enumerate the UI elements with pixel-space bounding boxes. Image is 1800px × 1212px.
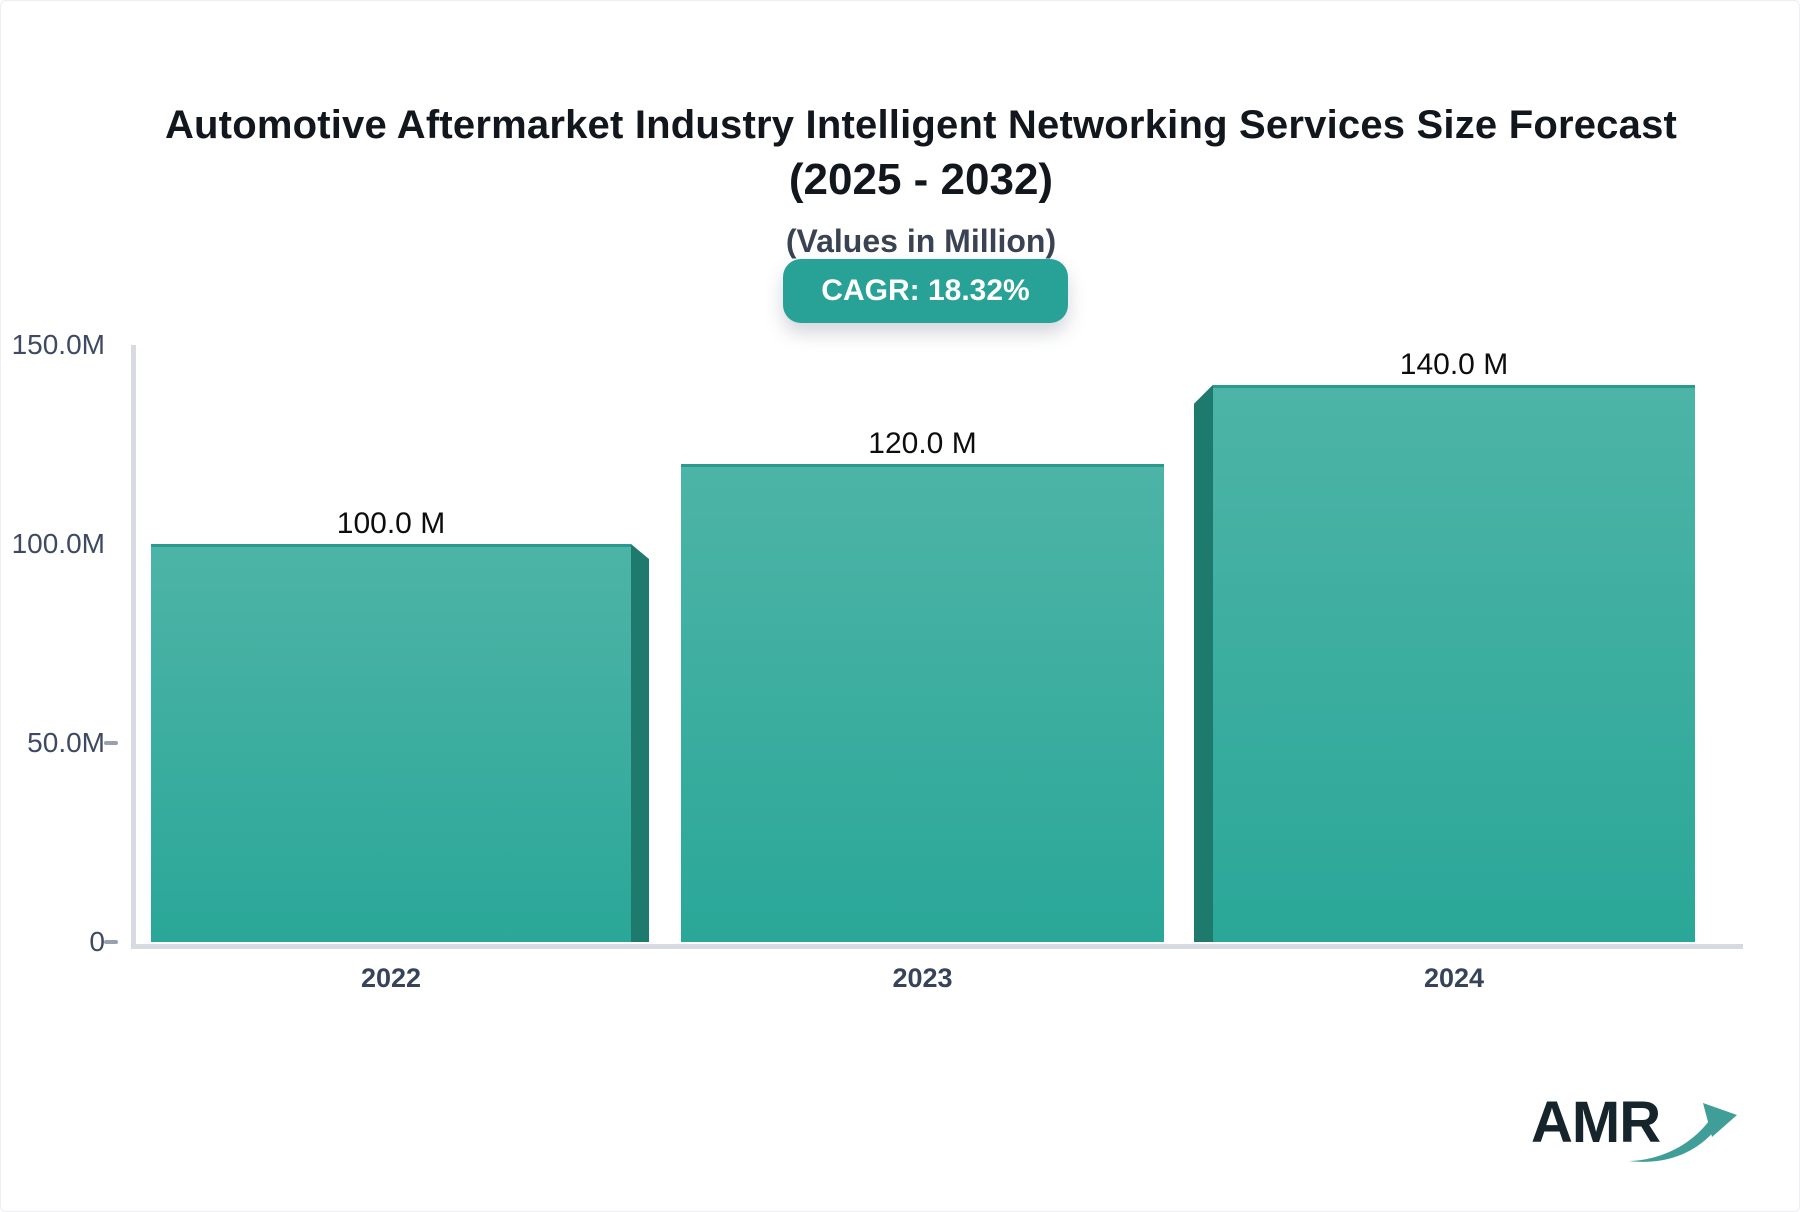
chart-title-line2: (2025 - 2032): [788, 155, 1054, 204]
y-axis-line: [131, 345, 136, 949]
chart-subtitle: (Values in Million): [785, 223, 1057, 259]
y-axis-tick-mark: [104, 741, 118, 745]
bar-2024[interactable]: [1213, 384, 1695, 942]
y-axis-tick-mark: [104, 940, 118, 944]
bar-2023[interactable]: [681, 464, 1164, 942]
amr-logo: AMR: [1531, 1089, 1737, 1179]
amr-logo-text: AMR: [1531, 1090, 1661, 1155]
bar-value-label-2024: 140.0 M: [1399, 347, 1509, 381]
y-axis-tick-label: 50.0M: [27, 727, 105, 758]
bar-side-face-2024: [1194, 384, 1213, 942]
x-axis-label-2022: 2022: [360, 963, 422, 993]
bar-value-label-2023: 120.0 M: [868, 427, 977, 461]
y-axis-tick-label: 150.0M: [11, 329, 105, 360]
x-axis-label-2023: 2023: [892, 963, 953, 993]
x-axis-line: [131, 944, 1743, 949]
x-axis-label-2024: 2024: [1423, 963, 1485, 993]
y-axis-tick-label: 100.0M: [11, 528, 105, 559]
y-axis-tick-label: 0: [89, 926, 105, 957]
bar-2022[interactable]: [151, 544, 631, 942]
bar-side-face-2022: [631, 544, 649, 942]
growth-arrow-icon: [1629, 1103, 1737, 1162]
bar-value-label-2022: 100.0 M: [336, 507, 446, 540]
chart-title-line1: Automotive Aftermarket Industry Intellig…: [164, 103, 1678, 147]
cagr-badge: CAGR: 18.32%: [783, 259, 1068, 323]
